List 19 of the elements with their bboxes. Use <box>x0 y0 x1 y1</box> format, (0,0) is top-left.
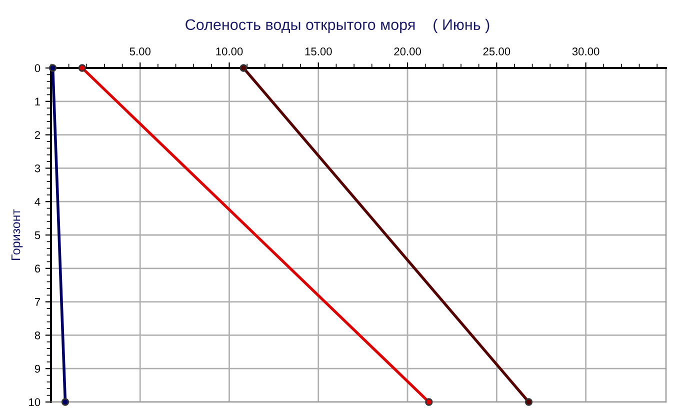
y-tick-label: 4 <box>34 198 40 206</box>
y-tick-label: 1 <box>35 98 40 106</box>
x-tick-label: 15.00 <box>305 48 332 56</box>
y-tick-label: 0 <box>34 64 40 72</box>
x-tick-label: 10.00 <box>216 48 243 56</box>
y-tick-label: 8 <box>34 331 40 340</box>
x-tick-label: 5.00 <box>130 48 151 56</box>
y-tick-label: 7 <box>34 298 40 306</box>
y-tick-label: 6 <box>34 264 40 273</box>
y-tick-label: 5 <box>34 231 40 240</box>
x-tick-label: 20.00 <box>394 48 421 56</box>
y-tick-label: 10 <box>29 398 40 406</box>
y-tick-label: 9 <box>34 364 40 373</box>
x-tick-label: 30.00 <box>572 48 600 56</box>
y-axis-title: Горизонт <box>11 209 23 260</box>
y-tick-label: 3 <box>34 164 40 172</box>
y-tick-label: 2 <box>34 131 40 139</box>
x-tick-label: 25.00 <box>483 48 510 56</box>
chart-title: Соленость воды открытого моря ( Июнь ) <box>186 18 490 34</box>
